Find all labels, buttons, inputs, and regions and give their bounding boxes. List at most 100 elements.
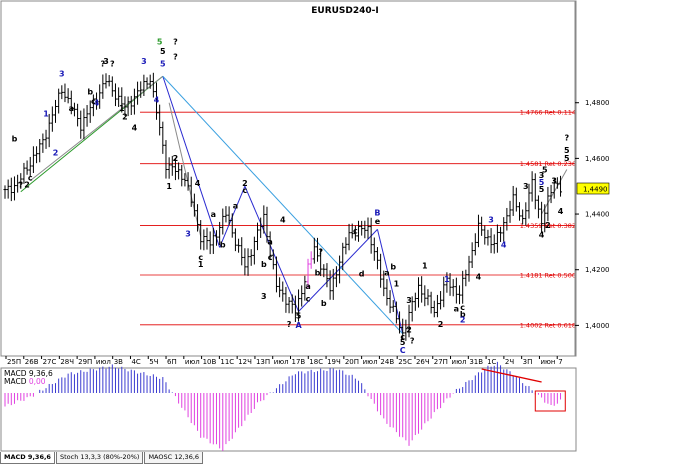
wave-label: C [400, 346, 406, 355]
trend-line [244, 186, 300, 312]
wave-label: 4 [280, 215, 286, 224]
x-tick-label: 11C [220, 358, 234, 366]
y-tick-label: 1,4600 [585, 155, 610, 163]
indicator-tabs: MACD 9,36,6 Stoch 13,3,3 (80%-20%) MAOSC… [0, 452, 204, 464]
x-tick-label: июл [363, 358, 378, 366]
wave-label: a [211, 210, 216, 219]
current-price-box [576, 182, 610, 195]
x-tick-label: 31B [469, 358, 483, 366]
wave-label: 5 [160, 47, 166, 56]
wave-label: a [454, 304, 459, 313]
wave-label: b [12, 135, 18, 144]
wave-label: a [305, 282, 310, 291]
wave-label: 1 [119, 104, 125, 113]
y-tick-label: 1,4200 [585, 266, 610, 274]
wave-label: c [268, 253, 273, 262]
wave-label: 2 [545, 221, 551, 230]
x-tick-label: 17B [292, 358, 306, 366]
wave-label: ? [173, 37, 178, 46]
wave-label: 4 [539, 231, 545, 240]
x-tick-label: 2Ч [505, 358, 514, 366]
wave-label: 4 [94, 99, 100, 108]
wave-label: 2 [438, 320, 444, 329]
x-tick-label: июл [274, 358, 289, 366]
wave-label: ? [110, 60, 115, 69]
macd-title: MACD 9,36,6 [4, 369, 53, 378]
x-tick-label: 10B [203, 358, 217, 366]
x-tick-label: 1C [487, 358, 496, 366]
x-tick-label: 19Ч [327, 358, 341, 366]
wave-label: 5 [542, 165, 548, 174]
wave-label: 2 [242, 179, 248, 188]
wave-label: 5 [539, 178, 545, 187]
x-tick-label: 27C [43, 358, 57, 366]
retracement-label: 1.4766 Ret 0.114 [520, 109, 576, 117]
wave-label: c [353, 227, 358, 236]
wave-label: 1 [444, 275, 450, 284]
x-tick-label: 5Ч [149, 358, 158, 366]
wave-label: 1 [166, 182, 172, 191]
macd-value-label: MACD 0,00 [4, 377, 46, 386]
tab-stoch[interactable]: Stoch 13,3,3 (80%-20%) [55, 452, 144, 464]
wave-label: c [28, 174, 33, 183]
x-tick-label: 25Π [7, 358, 21, 366]
wave-label: 3 [185, 229, 191, 238]
y-tick-label: 1,4800 [585, 99, 610, 107]
wave-label: b [261, 260, 267, 269]
x-tick-label: 13Π [256, 358, 270, 366]
wave-label: c [460, 303, 465, 312]
wave-label: c [400, 332, 405, 341]
wave-label: 2 [122, 112, 128, 121]
wave-label: 1 [422, 261, 428, 270]
wave-label: 2 [53, 149, 59, 158]
wave-label: 1 [43, 110, 49, 119]
wave-label: b [460, 310, 466, 319]
retracement-label: 1.4359 Ret 0.382 [520, 222, 576, 230]
wave-label: 4 [195, 179, 201, 188]
divergence-line [481, 368, 542, 383]
wave-label: c [306, 295, 311, 304]
tab-macd[interactable]: MACD 9,36,6 [0, 452, 55, 464]
x-tick-label: 6Π [167, 358, 177, 366]
wave-label: e [375, 217, 381, 226]
wave-label: 3 [551, 176, 557, 185]
wave-label: 1 [394, 279, 400, 288]
wave-label: ? [173, 53, 178, 62]
wave-label: A [295, 321, 302, 330]
wave-label: 5 [296, 311, 302, 320]
macd-value-number: 0,00 [29, 377, 46, 386]
current-price-label: 1,4490 [583, 186, 608, 194]
x-tick-label: 4C [131, 358, 140, 366]
tab-maosc[interactable]: MAOSC 12,36,6 [144, 452, 204, 464]
wave-label: 4 [501, 240, 507, 249]
wave-label: ? [410, 336, 415, 345]
x-tick-label: 29Π [78, 358, 92, 366]
trend-line [168, 102, 202, 237]
x-tick-label: июн [540, 358, 555, 366]
x-tick-label: 24B [380, 358, 394, 366]
trend-line [298, 229, 378, 312]
wave-label: 2 [173, 154, 179, 163]
x-tick-label: 27Π [434, 358, 448, 366]
x-tick-label: 25C [398, 358, 412, 366]
trend-line [376, 229, 404, 334]
wave-label: a [69, 104, 74, 113]
wave-label: b [87, 87, 93, 96]
chart-title: EURUSD240-I [311, 6, 379, 16]
trend-line [162, 75, 404, 335]
wave-label: b [321, 299, 327, 308]
x-tick-label: 3B [114, 358, 123, 366]
wave-label: 5 [564, 146, 570, 155]
macd-value-name: MACD [4, 377, 29, 386]
wave-label: 1 [198, 260, 204, 269]
retracement-label: 1.4002 Ret 0.618 [520, 321, 576, 329]
wave-label: 3 [406, 296, 412, 305]
wave-label: 2 [24, 181, 30, 190]
y-tick-label: 1,4000 [585, 322, 610, 330]
wave-label: 2 [406, 325, 412, 334]
x-tick-label: 3Π [523, 358, 533, 366]
wave-label: 3 [488, 215, 494, 224]
wave-label: 5 [564, 154, 570, 163]
wave-label: 5 [160, 60, 166, 69]
